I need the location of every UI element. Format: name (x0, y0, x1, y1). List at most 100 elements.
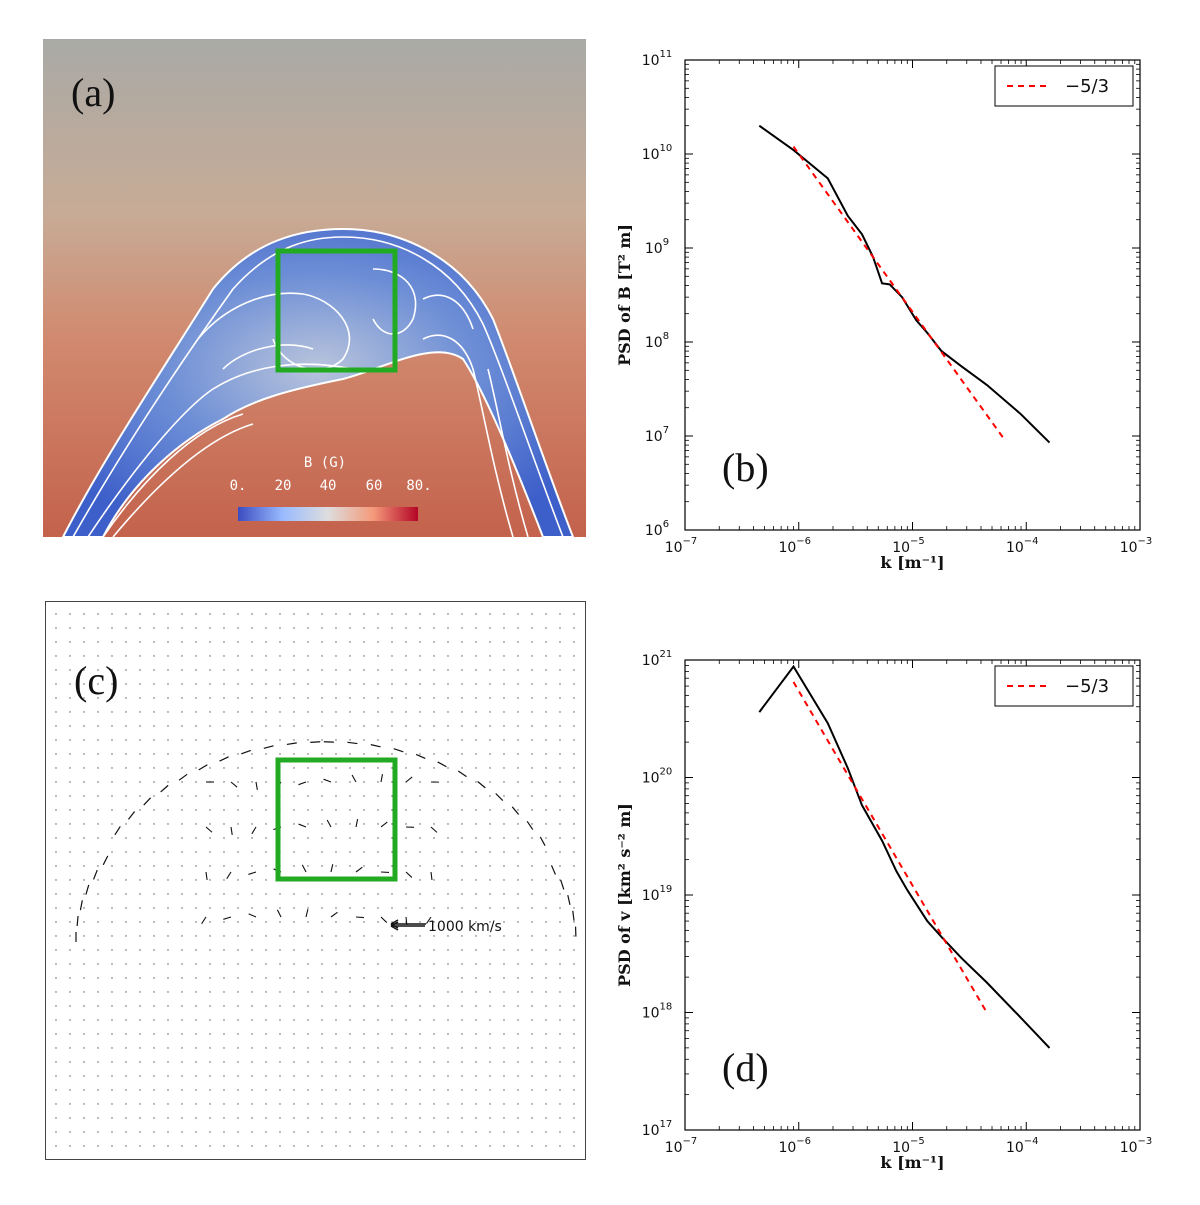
vector-dot (475, 1061, 476, 1062)
vector-dot (209, 683, 210, 684)
vector-dot (223, 767, 224, 768)
vector-dot (503, 837, 504, 838)
vector-dot (335, 1117, 336, 1118)
vector-dot (195, 1131, 196, 1132)
vector-dot (321, 991, 322, 992)
vector-dot (447, 949, 448, 950)
vector-dot (111, 1131, 112, 1132)
vector-dot (195, 809, 196, 810)
vector-dot (503, 865, 504, 866)
vector-dot (55, 1075, 56, 1076)
y-tick-exponent: 7 (663, 425, 669, 436)
vector-dot (461, 851, 462, 852)
panel-label-a: (a) (71, 69, 115, 116)
vector-dot (489, 865, 490, 866)
vector-dot (517, 865, 518, 866)
vector-dot (181, 669, 182, 670)
vector-dot (573, 627, 574, 628)
vector-dot (223, 1047, 224, 1048)
vector-dot (405, 725, 406, 726)
vector-dot (559, 683, 560, 684)
vector-dot (405, 851, 406, 852)
vector-arrow (94, 870, 98, 879)
vector-dot (209, 1019, 210, 1020)
vector-dot (335, 767, 336, 768)
vector-dot (475, 781, 476, 782)
vector-dot (489, 991, 490, 992)
vector-dot (209, 921, 210, 922)
vector-dot (321, 1033, 322, 1034)
vector-dot (153, 711, 154, 712)
vector-dot (475, 767, 476, 768)
vector-dot (251, 977, 252, 978)
vector-dot (349, 977, 350, 978)
vector-dot (209, 977, 210, 978)
vector-dot (139, 893, 140, 894)
vector-dot (167, 1075, 168, 1076)
vector-dot (139, 669, 140, 670)
vector-dot (573, 767, 574, 768)
vector-dot (573, 655, 574, 656)
vector-dot (391, 753, 392, 754)
vector-dot (461, 711, 462, 712)
vector-arrow (551, 865, 555, 874)
vector-dot (55, 795, 56, 796)
vector-dot (559, 977, 560, 978)
vector-dot (181, 641, 182, 642)
vector-dot (279, 641, 280, 642)
vector-dot (573, 795, 574, 796)
vector-dot (391, 711, 392, 712)
vector-dot (307, 1131, 308, 1132)
vector-dot (83, 865, 84, 866)
vector-dot (167, 865, 168, 866)
vector-dot (475, 641, 476, 642)
vector-dot (433, 655, 434, 656)
vector-dot (223, 1089, 224, 1090)
vector-dot (153, 1089, 154, 1090)
vector-dot (97, 725, 98, 726)
vector-dot (97, 1131, 98, 1132)
vector-dot (69, 977, 70, 978)
vector-dot (433, 809, 434, 810)
vector-dot (573, 879, 574, 880)
vector-dot (223, 655, 224, 656)
y-tick-label: 1021 (642, 649, 673, 669)
vector-dot (573, 683, 574, 684)
vector-dot (293, 725, 294, 726)
vector-dot (237, 669, 238, 670)
vector-dot (461, 1019, 462, 1020)
vector-dot (223, 949, 224, 950)
vector-dot (209, 697, 210, 698)
vector-dot (349, 809, 350, 810)
vector-dot (97, 963, 98, 964)
y-tick-label: 1020 (642, 767, 673, 787)
vector-dot (433, 725, 434, 726)
vector-dot (475, 1103, 476, 1104)
vector-dot (335, 1047, 336, 1048)
vector-dot (153, 781, 154, 782)
vector-dot (405, 1075, 406, 1076)
vector-dot (335, 991, 336, 992)
vector-dot (153, 1005, 154, 1006)
vector-dot (419, 711, 420, 712)
vector-dot (349, 669, 350, 670)
vector-dot (335, 669, 336, 670)
vector-dot (461, 1005, 462, 1006)
vector-dot (307, 627, 308, 628)
vector-dot (153, 893, 154, 894)
vector-dot (195, 977, 196, 978)
vector-dot (433, 1089, 434, 1090)
vector-dot (181, 935, 182, 936)
vector-dot (405, 1103, 406, 1104)
vector-dot (265, 1019, 266, 1020)
vector-dot (475, 907, 476, 908)
vector-dot (195, 851, 196, 852)
vector-arrow (394, 749, 404, 752)
vector-dot (419, 753, 420, 754)
vector-arrow (223, 917, 231, 919)
vector-dot (265, 753, 266, 754)
vector-dot (251, 1047, 252, 1048)
vector-dot (69, 711, 70, 712)
vector-dot (279, 1089, 280, 1090)
